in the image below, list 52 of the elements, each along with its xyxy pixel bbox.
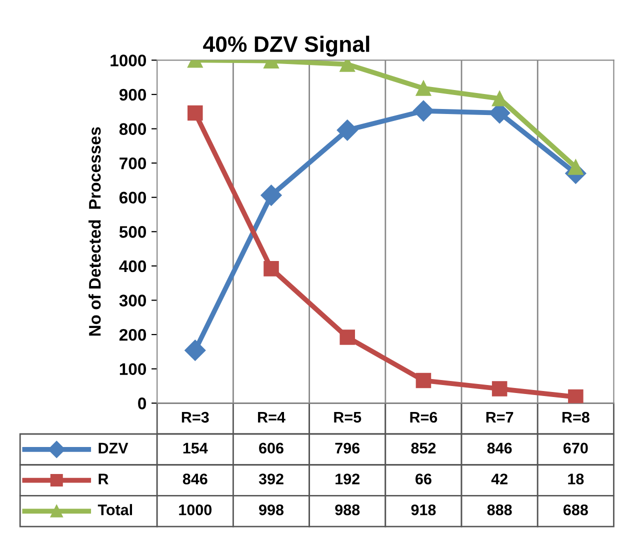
data-label: 670 (564, 442, 588, 454)
point (184, 340, 206, 361)
point (568, 389, 584, 404)
point (188, 105, 203, 121)
point (492, 381, 508, 396)
data-label: 988 (335, 504, 360, 516)
x-tick-label: R=3 (182, 412, 209, 423)
legend-label: Total (98, 504, 132, 516)
data-label: 154 (183, 442, 208, 454)
chart-title: 40% DZV Signal (203, 36, 370, 57)
legend-label: DZV (98, 442, 128, 454)
data-label: 918 (411, 504, 436, 516)
point (340, 330, 355, 345)
y-tick-label: 1000 (110, 54, 146, 66)
point (412, 100, 434, 122)
data-label: 846 (487, 442, 512, 454)
y-tick-label: 300 (119, 294, 146, 306)
x-tick-label: R=7 (486, 412, 514, 423)
data-label: 18 (568, 474, 584, 484)
x-tick-label: R=5 (334, 412, 362, 423)
data-label: 392 (258, 474, 284, 484)
point (336, 120, 358, 141)
data-label: 42 (491, 474, 508, 484)
data-label: 688 (564, 504, 588, 516)
y-tick-label: 500 (119, 226, 146, 238)
y-axis-title: No of Detected Processes (88, 127, 101, 336)
x-tick-label: R=8 (562, 412, 590, 423)
point (264, 261, 279, 276)
y-tick-label: 700 (120, 157, 146, 170)
data-label: 192 (336, 474, 360, 484)
point (568, 160, 584, 175)
data-label: 796 (335, 442, 360, 454)
point (416, 80, 432, 96)
y-tick-label: 400 (119, 260, 146, 272)
data-label: 852 (411, 442, 436, 454)
legend-label: R (98, 474, 108, 484)
y-tick-label: 100 (120, 363, 146, 376)
data-label: 846 (182, 474, 208, 484)
data-label: 1000 (179, 504, 212, 516)
y-tick-label: 900 (119, 88, 146, 101)
x-tick-label: R=4 (258, 412, 286, 423)
data-label: 998 (259, 504, 284, 516)
y-tick-label: 200 (119, 328, 146, 341)
y-tick-label: 800 (119, 123, 146, 135)
y-tick-label: 600 (119, 192, 146, 204)
point (416, 372, 432, 388)
point (260, 184, 282, 206)
x-tick-label: R=6 (410, 412, 438, 423)
y-tick-label: 0 (138, 398, 146, 410)
data-label: 606 (259, 442, 284, 454)
data-label: 66 (416, 474, 432, 484)
data-label: 888 (487, 504, 512, 516)
